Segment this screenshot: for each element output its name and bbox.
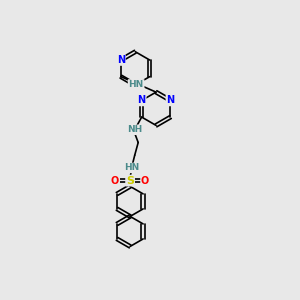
Text: NH: NH: [127, 125, 142, 134]
Text: N: N: [138, 95, 146, 105]
Text: S: S: [126, 176, 134, 186]
Text: O: O: [141, 176, 149, 186]
Text: HN: HN: [124, 164, 139, 172]
Text: O: O: [111, 176, 119, 186]
Text: N: N: [117, 55, 125, 65]
Text: HN: HN: [128, 80, 144, 89]
Text: N: N: [167, 95, 175, 105]
